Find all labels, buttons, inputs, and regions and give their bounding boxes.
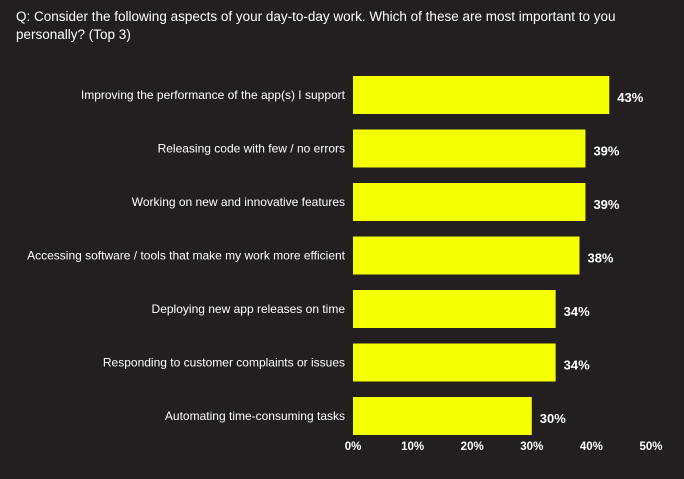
value-label: 38% [587,251,613,266]
category-label: Releasing code with few / no errors [158,142,345,156]
value-label: 43% [617,90,643,105]
value-label: 34% [564,358,590,373]
category-label: Deploying new app releases on time [152,302,346,316]
value-label: 39% [593,197,619,212]
value-label: 30% [540,411,566,426]
bar [353,343,556,382]
value-label: 34% [564,304,590,319]
bar [353,397,532,435]
x-tick-label: 10% [401,441,424,453]
category-label: Improving the performance of the app(s) … [81,88,346,102]
category-label: Accessing software / tools that make my … [27,249,346,263]
x-tick-label: 50% [639,441,662,453]
x-tick-label: 30% [520,441,543,453]
category-label: Automating time-consuming tasks [165,409,345,423]
bar [353,183,586,221]
x-tick-label: 20% [461,441,484,453]
value-label: 39% [593,144,619,159]
category-label: Responding to customer complaints or iss… [103,356,345,370]
bar [353,236,580,275]
bar [353,129,586,168]
chart-title: Q: Consider the following aspects of you… [16,9,616,42]
bar [353,290,556,328]
x-tick-label: 0% [345,441,362,453]
x-tick-label: 40% [580,441,603,453]
category-label: Working on new and innovative features [132,195,345,209]
bar [353,76,610,114]
